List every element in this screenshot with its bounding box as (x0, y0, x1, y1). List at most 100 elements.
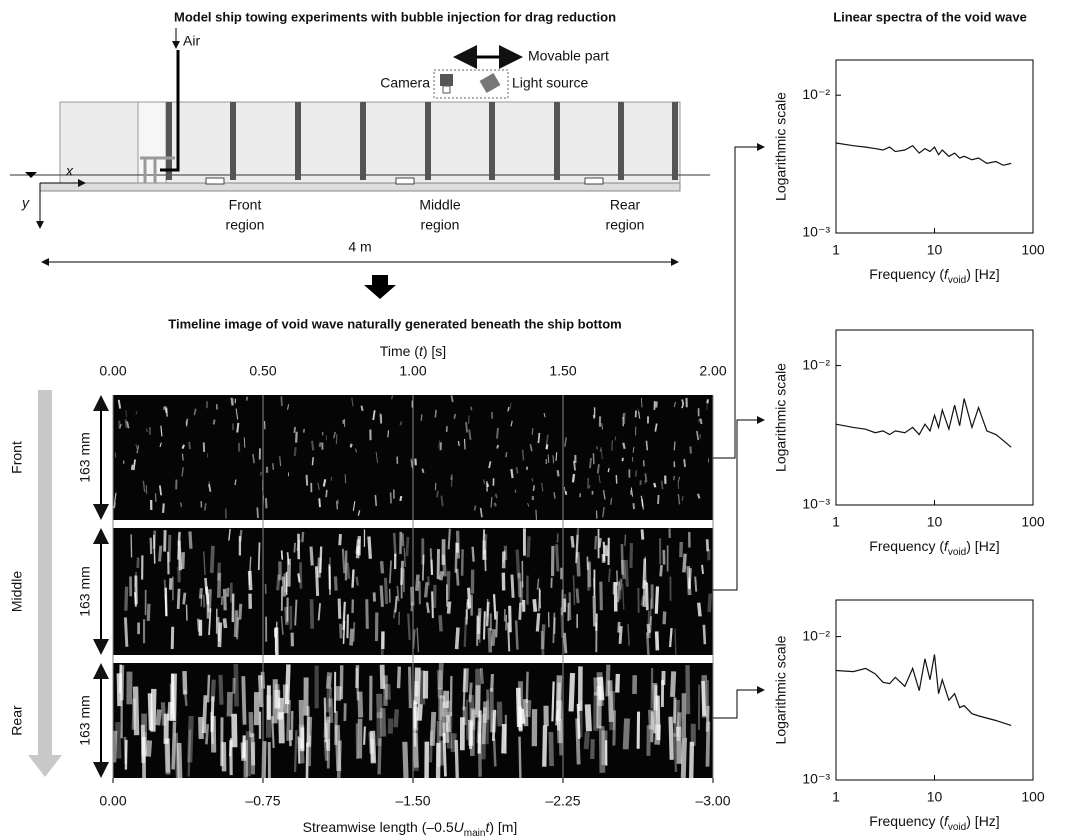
void-streak (180, 502, 182, 507)
void-streak (182, 592, 187, 605)
void-streak (399, 421, 403, 426)
void-streak (706, 399, 709, 404)
void-streak (457, 440, 460, 446)
label-part: Streamwise length (–0.5 (303, 819, 454, 835)
void-streak (602, 490, 606, 500)
void-streak (450, 395, 454, 403)
void-streak (659, 564, 663, 577)
void-streak (540, 630, 545, 656)
void-streak (328, 564, 331, 595)
void-streak (646, 623, 651, 639)
void-streak (492, 594, 497, 620)
void-streak (132, 686, 140, 736)
void-streak (453, 413, 457, 419)
void-streak (446, 712, 453, 749)
void-streak (529, 444, 533, 452)
void-streak (515, 466, 519, 474)
void-streak (309, 599, 315, 629)
void-streak (583, 731, 590, 750)
void-streak (598, 725, 606, 773)
void-streak (624, 559, 629, 587)
void-streak (617, 621, 621, 633)
void-streak (203, 551, 206, 576)
void-streak (532, 599, 538, 612)
void-streak (394, 595, 398, 613)
void-streak (413, 667, 421, 705)
void-streak (328, 698, 334, 723)
void-streak (519, 708, 526, 724)
void-streak (323, 719, 331, 738)
void-streak (538, 587, 542, 609)
void-streak (593, 677, 599, 696)
void-streak (527, 502, 530, 507)
void-streak (113, 492, 117, 504)
void-streak (540, 624, 546, 650)
region-label: region (606, 217, 645, 233)
void-streak (150, 688, 157, 732)
void-streak (323, 697, 327, 743)
void-streak (234, 479, 237, 486)
void-streak (537, 589, 542, 612)
void-streak (181, 467, 184, 477)
void-streak (571, 473, 576, 483)
void-streak (696, 602, 702, 617)
void-streak (283, 573, 288, 593)
label-part: Frequency ( (869, 813, 944, 829)
y-tick-label: 10⁻³ (802, 771, 830, 787)
void-streak (434, 409, 437, 418)
void-streak (510, 574, 515, 598)
y-axis-label: Logarithmic scale (773, 92, 789, 201)
void-streak (681, 496, 684, 501)
void-streak (689, 741, 695, 779)
x-axis-label: Frequency (fvoid) [Hz] (869, 813, 999, 833)
void-streak (598, 474, 601, 483)
void-streak (487, 627, 493, 653)
void-streak (369, 730, 377, 764)
void-streak (579, 493, 582, 498)
void-streak (627, 623, 630, 646)
void-streak (696, 493, 701, 499)
void-streak (465, 421, 468, 433)
void-streak (592, 414, 595, 419)
void-streak (290, 710, 294, 741)
void-streak (318, 498, 321, 508)
void-streak (655, 695, 661, 741)
void-streak (280, 550, 284, 560)
void-streak (272, 463, 274, 470)
void-streak (271, 715, 275, 748)
void-streak (619, 579, 623, 591)
y-axis-label: Logarithmic scale (773, 635, 789, 744)
time-tick-label: 2.00 (699, 363, 726, 379)
void-streak (241, 676, 247, 725)
void-streak (575, 552, 581, 577)
length-tick-label: –0.75 (245, 793, 280, 809)
void-streak (322, 479, 327, 487)
void-streak (668, 628, 673, 648)
void-streak (630, 487, 634, 497)
x-axis-label: Frequency (fvoid) [Hz] (869, 538, 999, 558)
void-streak (294, 599, 298, 626)
void-streak (392, 532, 397, 557)
void-streak (298, 699, 305, 749)
void-streak (145, 740, 153, 757)
void-streak (114, 452, 117, 458)
void-streak (535, 509, 538, 520)
void-streak (135, 410, 138, 415)
void-streak (407, 666, 412, 709)
void-streak (653, 482, 657, 488)
void-streak (575, 528, 580, 559)
void-streak (514, 489, 517, 493)
void-streak (405, 536, 410, 557)
void-streak (174, 732, 180, 779)
void-streak (180, 552, 185, 570)
void-streak (384, 684, 391, 700)
void-streak (510, 420, 513, 427)
x-tick-label: 100 (1021, 514, 1045, 530)
void-streak (668, 716, 674, 760)
void-streak (552, 455, 554, 464)
void-streak (629, 543, 634, 568)
void-streak (674, 628, 677, 656)
void-streak (230, 397, 234, 406)
time-tick-label: 1.50 (549, 363, 576, 379)
void-streak (206, 674, 211, 703)
